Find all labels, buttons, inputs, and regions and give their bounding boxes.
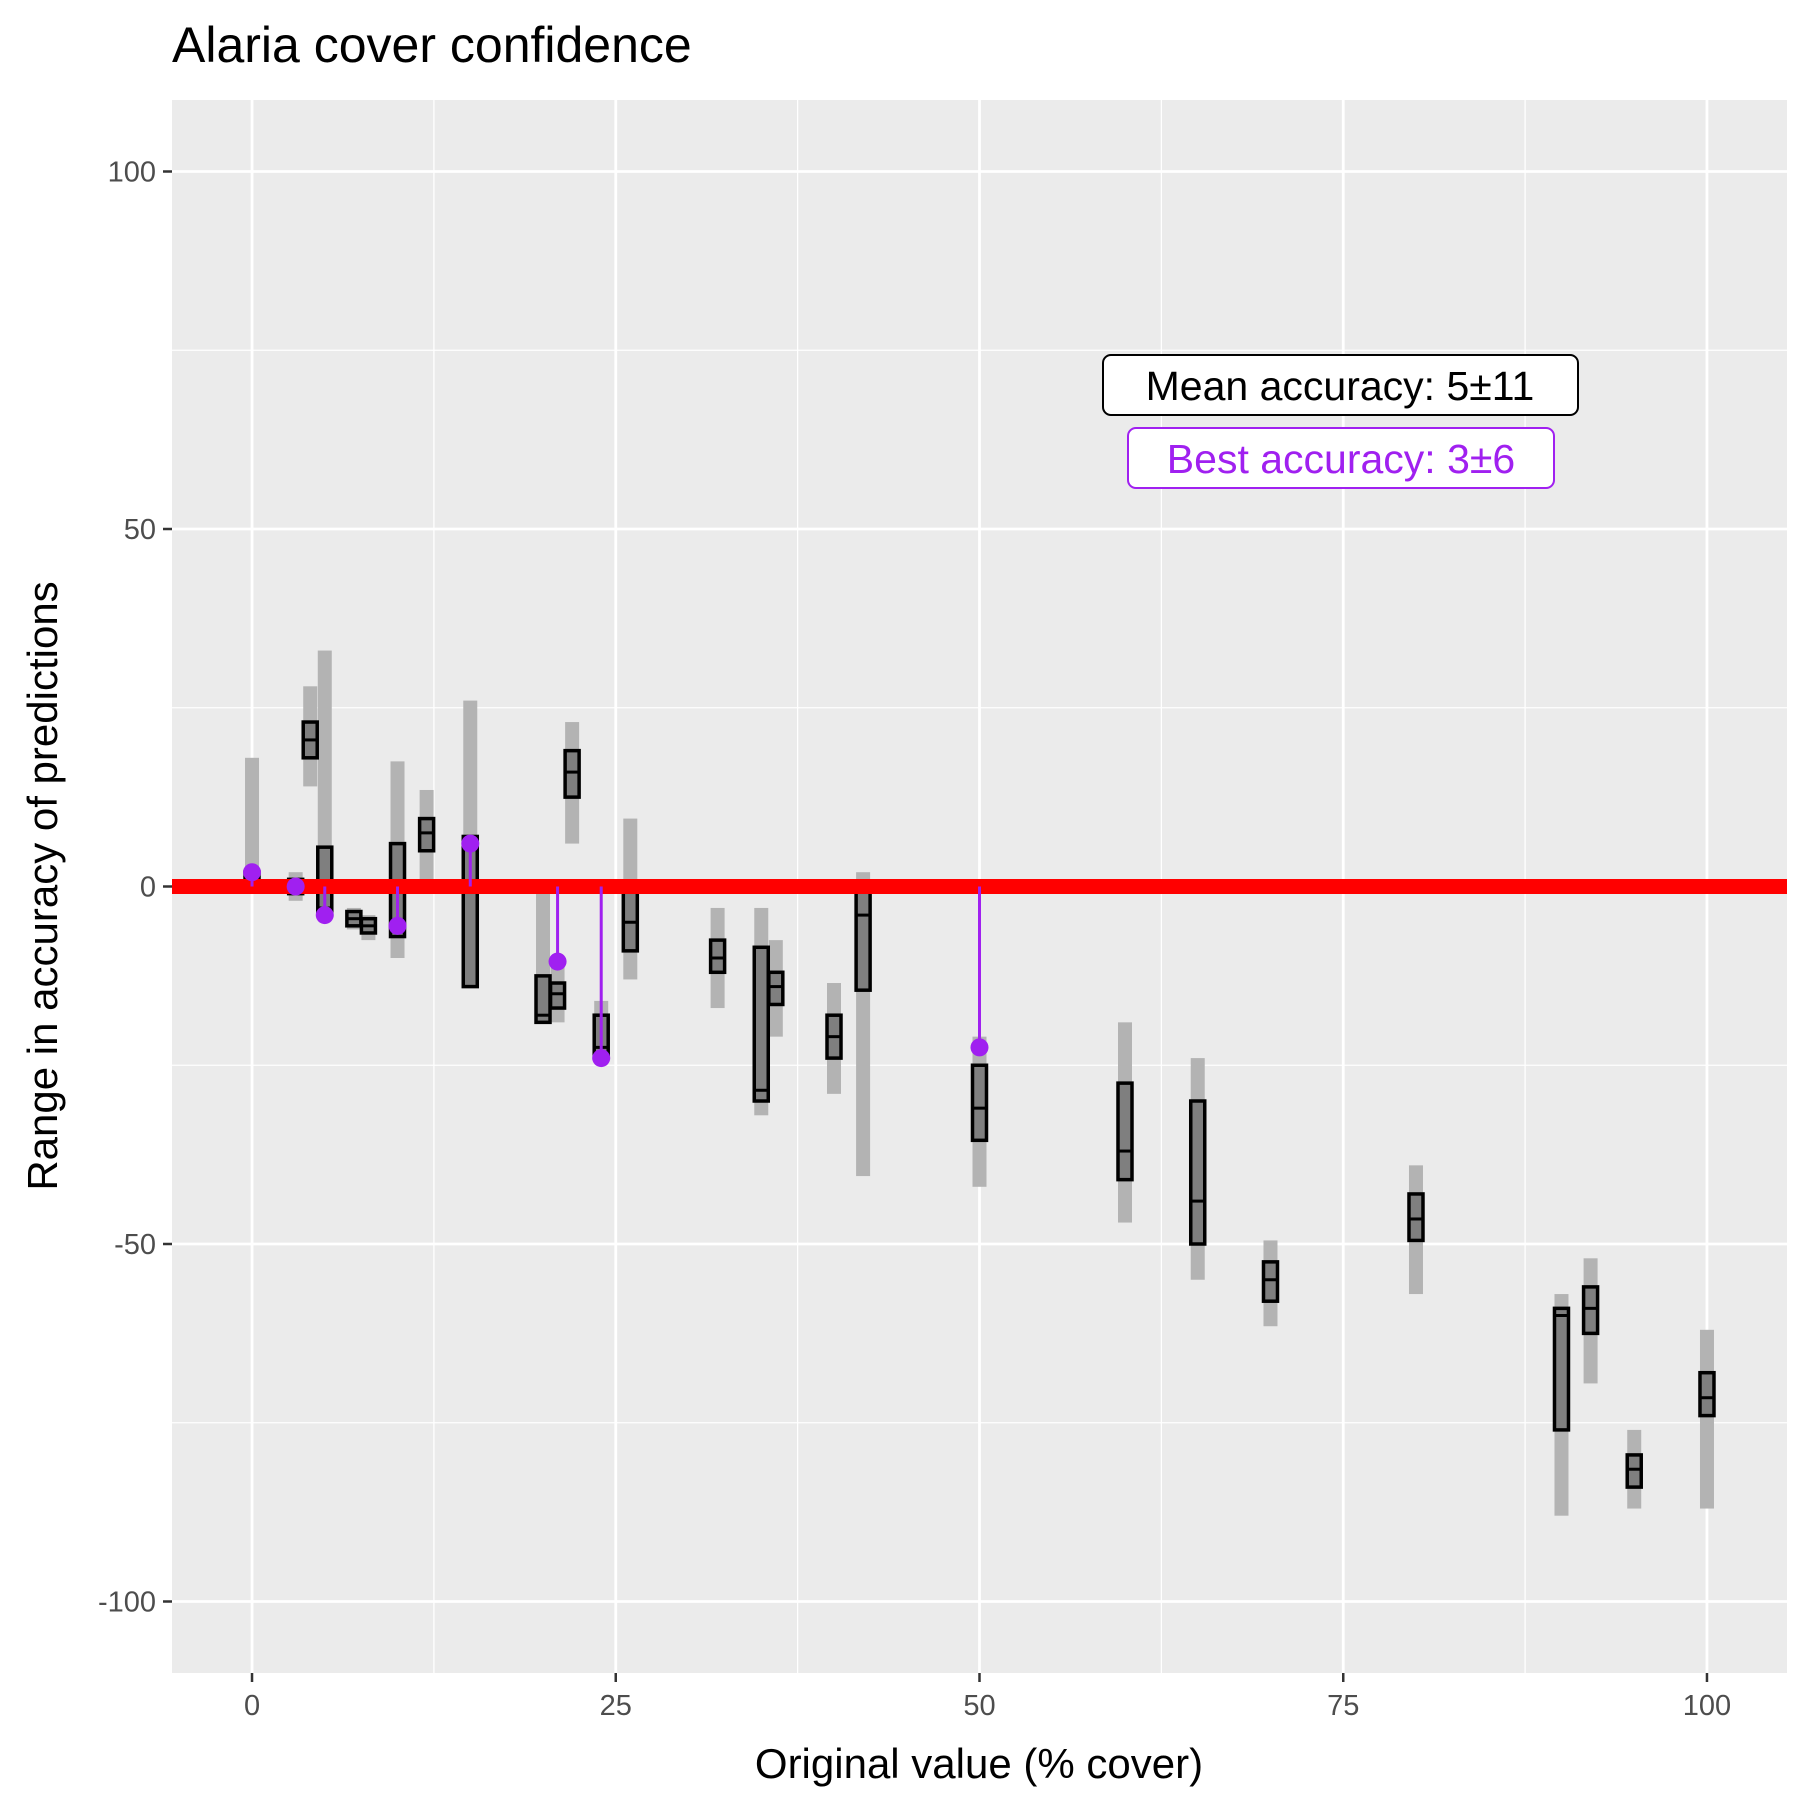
box [1581, 1285, 1600, 1336]
best-point [286, 877, 305, 896]
x-tick-label: 0 [244, 1690, 260, 1722]
chart-title: Alaria cover confidence [172, 17, 692, 73]
box [767, 970, 785, 1007]
box [1407, 1192, 1425, 1243]
annotations: Mean accuracy: 5±11 Best accuracy: 3±6 [1102, 354, 1579, 489]
x-tick-label: 75 [1327, 1690, 1359, 1722]
y-tick-label: 100 [108, 157, 156, 189]
best-point [461, 834, 480, 853]
box [1261, 1260, 1280, 1303]
best-point [548, 952, 567, 971]
axis-ticks: 0 25 50 75 100 -100 -50 0 50 100 [98, 157, 1731, 1723]
y-tick-label: -100 [98, 1587, 156, 1619]
box [854, 884, 872, 992]
best-predictions [243, 834, 989, 1068]
best-accuracy-label: Best accuracy: 3±6 [1167, 436, 1515, 482]
x-tick-label: 50 [963, 1690, 995, 1722]
best-accuracy-box [1127, 427, 1555, 489]
best-point [243, 863, 262, 882]
box [563, 748, 581, 799]
mean-accuracy-box [1102, 354, 1579, 416]
whisker [1699, 1329, 1714, 1509]
box [1188, 1099, 1207, 1246]
best-point [592, 1049, 611, 1068]
box [1698, 1370, 1716, 1418]
best-point [315, 906, 334, 925]
box [548, 981, 567, 1010]
x-tick-label: 25 [600, 1690, 632, 1722]
box [621, 884, 640, 953]
box [970, 1063, 989, 1143]
box [752, 945, 771, 1103]
y-axis-title: Range in accuracy of predictions [19, 581, 66, 1190]
best-point [970, 1038, 989, 1057]
x-tick-label: 100 [1683, 1690, 1731, 1722]
y-tick-label: 0 [140, 872, 156, 904]
box [1625, 1453, 1643, 1489]
box [1116, 1081, 1134, 1182]
mean-accuracy-label: Mean accuracy: 5±11 [1146, 363, 1535, 409]
whisker [245, 757, 260, 887]
y-tick-label: -50 [114, 1229, 156, 1261]
box [1552, 1306, 1571, 1432]
box [708, 938, 727, 975]
box [417, 816, 436, 853]
best-point [388, 916, 407, 935]
x-axis-title: Original value (% cover) [755, 1740, 1203, 1787]
y-tick-label: 50 [124, 514, 156, 546]
